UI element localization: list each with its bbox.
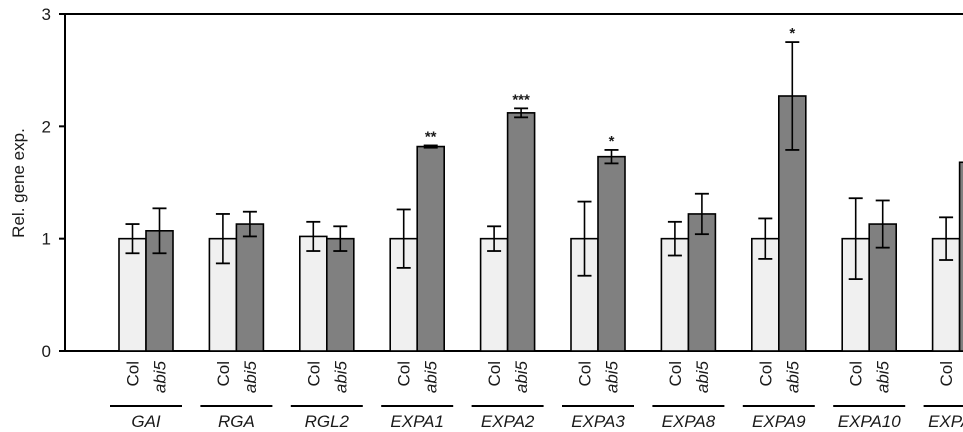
x-series-label-col: Col xyxy=(756,361,775,387)
x-series-label-col: Col xyxy=(304,361,323,387)
significance-label: *** xyxy=(512,91,530,108)
bar-abi5 xyxy=(958,161,963,352)
x-series-label-abi5: abi5 xyxy=(603,360,622,393)
x-series-label-col: Col xyxy=(576,361,595,387)
x-category-label: EXPA10 xyxy=(838,412,902,431)
bar-abi5 xyxy=(416,145,446,352)
y-tick-label: 2 xyxy=(42,117,51,136)
x-series-label-abi5: abi5 xyxy=(151,360,170,393)
x-category-label: EXPA2 xyxy=(481,412,535,431)
bar-abi5 xyxy=(506,112,536,352)
x-series-label-abi5: abi5 xyxy=(331,360,350,393)
x-series-label-abi5: abi5 xyxy=(874,360,893,393)
x-series-label-col: Col xyxy=(847,361,866,387)
bar-col xyxy=(479,237,509,352)
significance-label: * xyxy=(789,25,795,42)
x-series-label-col: Col xyxy=(395,361,414,387)
x-category-label: EXPA3 xyxy=(571,412,625,431)
x-category-label: EXPA1 xyxy=(390,412,444,431)
y-tick-label: 3 xyxy=(42,5,51,24)
x-series-label-col: Col xyxy=(124,361,143,387)
x-series-label-abi5: abi5 xyxy=(241,360,260,393)
x-series-label-col: Col xyxy=(485,361,504,387)
bar-col xyxy=(298,235,328,352)
x-category-label: EXPA9 xyxy=(752,412,806,431)
x-series-label-col: Col xyxy=(666,361,685,387)
y-axis-label: Rel. gene exp. xyxy=(9,128,28,238)
bar-abi5 xyxy=(235,223,265,352)
significance-label: * xyxy=(609,133,615,150)
bar-abi5 xyxy=(597,155,626,352)
x-series-label-abi5: abi5 xyxy=(422,360,441,393)
x-category-label: RGA xyxy=(218,412,255,431)
x-category-label: EXPA8 xyxy=(662,412,716,431)
bar-abi5 xyxy=(325,237,355,352)
y-tick-label: 0 xyxy=(42,342,51,361)
x-series-label-abi5: abi5 xyxy=(693,360,712,393)
x-series-label-col: Col xyxy=(214,361,233,387)
x-category-label: EXPA20 xyxy=(928,412,963,431)
x-series-label-abi5: abi5 xyxy=(512,360,531,393)
x-category-label: RGL2 xyxy=(305,412,350,431)
x-category-label: GAI xyxy=(131,412,161,431)
significance-label: ** xyxy=(425,128,437,145)
bar-col xyxy=(118,237,147,352)
x-series-label-abi5: abi5 xyxy=(783,360,802,393)
x-series-label-col: Col xyxy=(937,361,956,387)
y-tick-label: 1 xyxy=(42,230,51,249)
